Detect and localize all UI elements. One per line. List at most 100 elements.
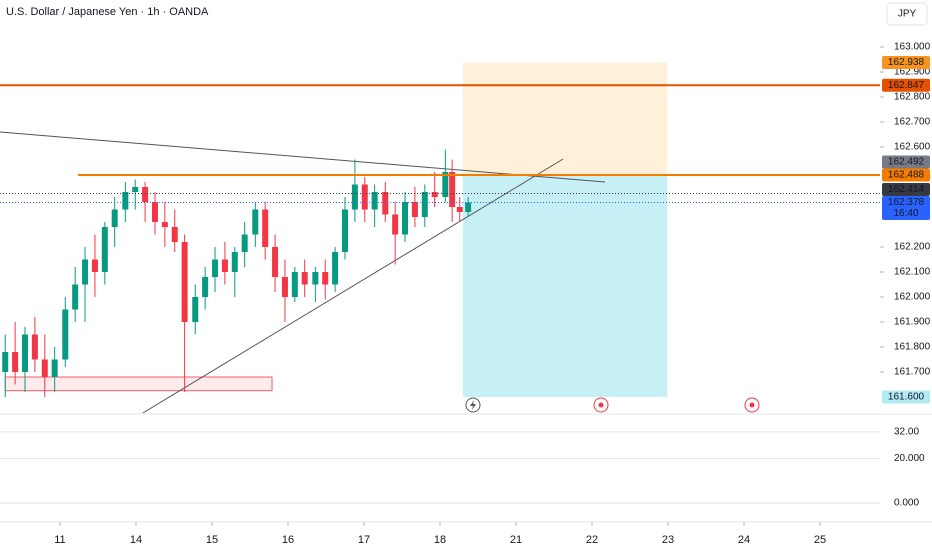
currency[interactable]: JPY: [898, 9, 917, 20]
candle-body: [212, 259, 219, 277]
candle-body: [332, 252, 339, 285]
price-label-box: [882, 155, 930, 169]
y-tick-label: 162.600: [894, 142, 931, 153]
price-label-box: [882, 183, 930, 196]
countdown: 16:40: [893, 208, 918, 219]
candle-body: [392, 214, 399, 235]
x-tick-label: 15: [206, 534, 218, 546]
candle-body: [62, 309, 69, 360]
price-label: 162.847: [888, 80, 925, 91]
candle-body: [322, 272, 329, 285]
chart-title: U.S. Dollar / Japanese Yen · 1h · OANDA: [6, 6, 209, 18]
candle-body: [161, 222, 168, 227]
candle-body: [171, 227, 178, 242]
y-tick-label: 162.800: [894, 92, 931, 103]
x-tick-label: 22: [586, 534, 598, 546]
candle-body: [41, 359, 48, 377]
candle-body: [281, 277, 288, 297]
position-stop: [462, 175, 668, 397]
candle-body: [402, 202, 409, 235]
y-tick-label: 163.000: [894, 42, 931, 53]
candle-body: [291, 272, 298, 297]
candle-body: [272, 247, 279, 277]
candle-body: [22, 334, 29, 372]
candle-body: [252, 209, 259, 235]
candle-body: [51, 359, 58, 377]
y-tick-label: 162.000: [894, 292, 931, 303]
price-label-box: [882, 78, 930, 92]
trend-line: [0, 131, 605, 183]
candle-body: [221, 259, 228, 272]
x-tick-label: 17: [358, 534, 370, 546]
x-tick-label: 16: [282, 534, 294, 546]
price-label-box: [882, 196, 930, 220]
candle-body: [151, 202, 158, 222]
candle-body: [465, 202, 472, 212]
candle-body: [31, 334, 38, 360]
price-label: 162.938: [888, 57, 925, 68]
candle-body: [312, 272, 319, 285]
x-tick-label: 18: [434, 534, 446, 546]
x-tick-label: 24: [738, 534, 750, 546]
candle-body: [132, 187, 139, 192]
candle-body: [122, 192, 129, 210]
candle-body: [456, 207, 463, 212]
event-icons: [465, 397, 760, 413]
x-tick-label: 11: [54, 534, 65, 546]
candle-body: [262, 209, 269, 247]
y-tick-label: 161.800: [894, 342, 931, 353]
candle-body: [192, 297, 199, 322]
candle-body: [442, 172, 449, 197]
x-tick-label: 21: [510, 534, 522, 546]
candle-body: [351, 184, 358, 210]
candle-body: [241, 234, 248, 252]
price-label: 161.600: [888, 392, 925, 403]
candle-body: [231, 252, 238, 272]
candle-body: [421, 192, 428, 217]
indicator-tick-label: 0.000: [894, 498, 919, 509]
candle-body: [142, 187, 149, 202]
y-tick-label: 161.900: [894, 317, 931, 328]
y-tick-label: 162.700: [894, 117, 931, 128]
candle-body: [382, 192, 389, 215]
indicator-tick-label: 32.00: [894, 427, 919, 438]
candle-body: [301, 272, 308, 285]
currency-button[interactable]: [886, 2, 928, 26]
candle-body: [431, 192, 438, 197]
x-tick-label: 14: [130, 534, 142, 546]
candle-body: [82, 259, 89, 285]
candle-body: [101, 227, 108, 272]
price-label: 162.492: [888, 157, 925, 168]
price-label-box: [882, 168, 930, 182]
main-pane: [0, 62, 668, 413]
trend-line: [142, 158, 564, 413]
candle-body: [2, 352, 9, 372]
y-tick-label: 161.700: [894, 367, 931, 378]
candle-body: [91, 259, 98, 272]
candle-body: [371, 192, 378, 210]
candle-body: [361, 184, 368, 210]
candle-body: [449, 172, 456, 207]
y-tick-label: 162.900: [894, 67, 931, 78]
event-icon-glyph: [598, 402, 604, 408]
candle-body: [111, 209, 118, 227]
price-label-box: [882, 56, 930, 69]
position-target: [462, 62, 668, 175]
x-tick-label: 23: [662, 534, 674, 546]
candle-body: [202, 277, 209, 297]
x-tick-label: 25: [814, 534, 826, 546]
event-icon-glyph: [470, 400, 476, 410]
price-label: 162.414: [888, 184, 925, 195]
price-label-box: [882, 390, 930, 404]
price-label: 162.378: [888, 197, 925, 208]
candle-body: [181, 242, 188, 322]
price-label: 162.488: [888, 170, 925, 181]
candle-body: [411, 202, 418, 217]
candle-body: [72, 284, 79, 310]
candle-body: [341, 209, 348, 252]
indicator-tick-label: 20.000: [894, 453, 925, 464]
candle-body: [12, 352, 19, 372]
y-tick-label: 162.200: [894, 242, 931, 253]
y-tick-label: 162.100: [894, 267, 931, 278]
